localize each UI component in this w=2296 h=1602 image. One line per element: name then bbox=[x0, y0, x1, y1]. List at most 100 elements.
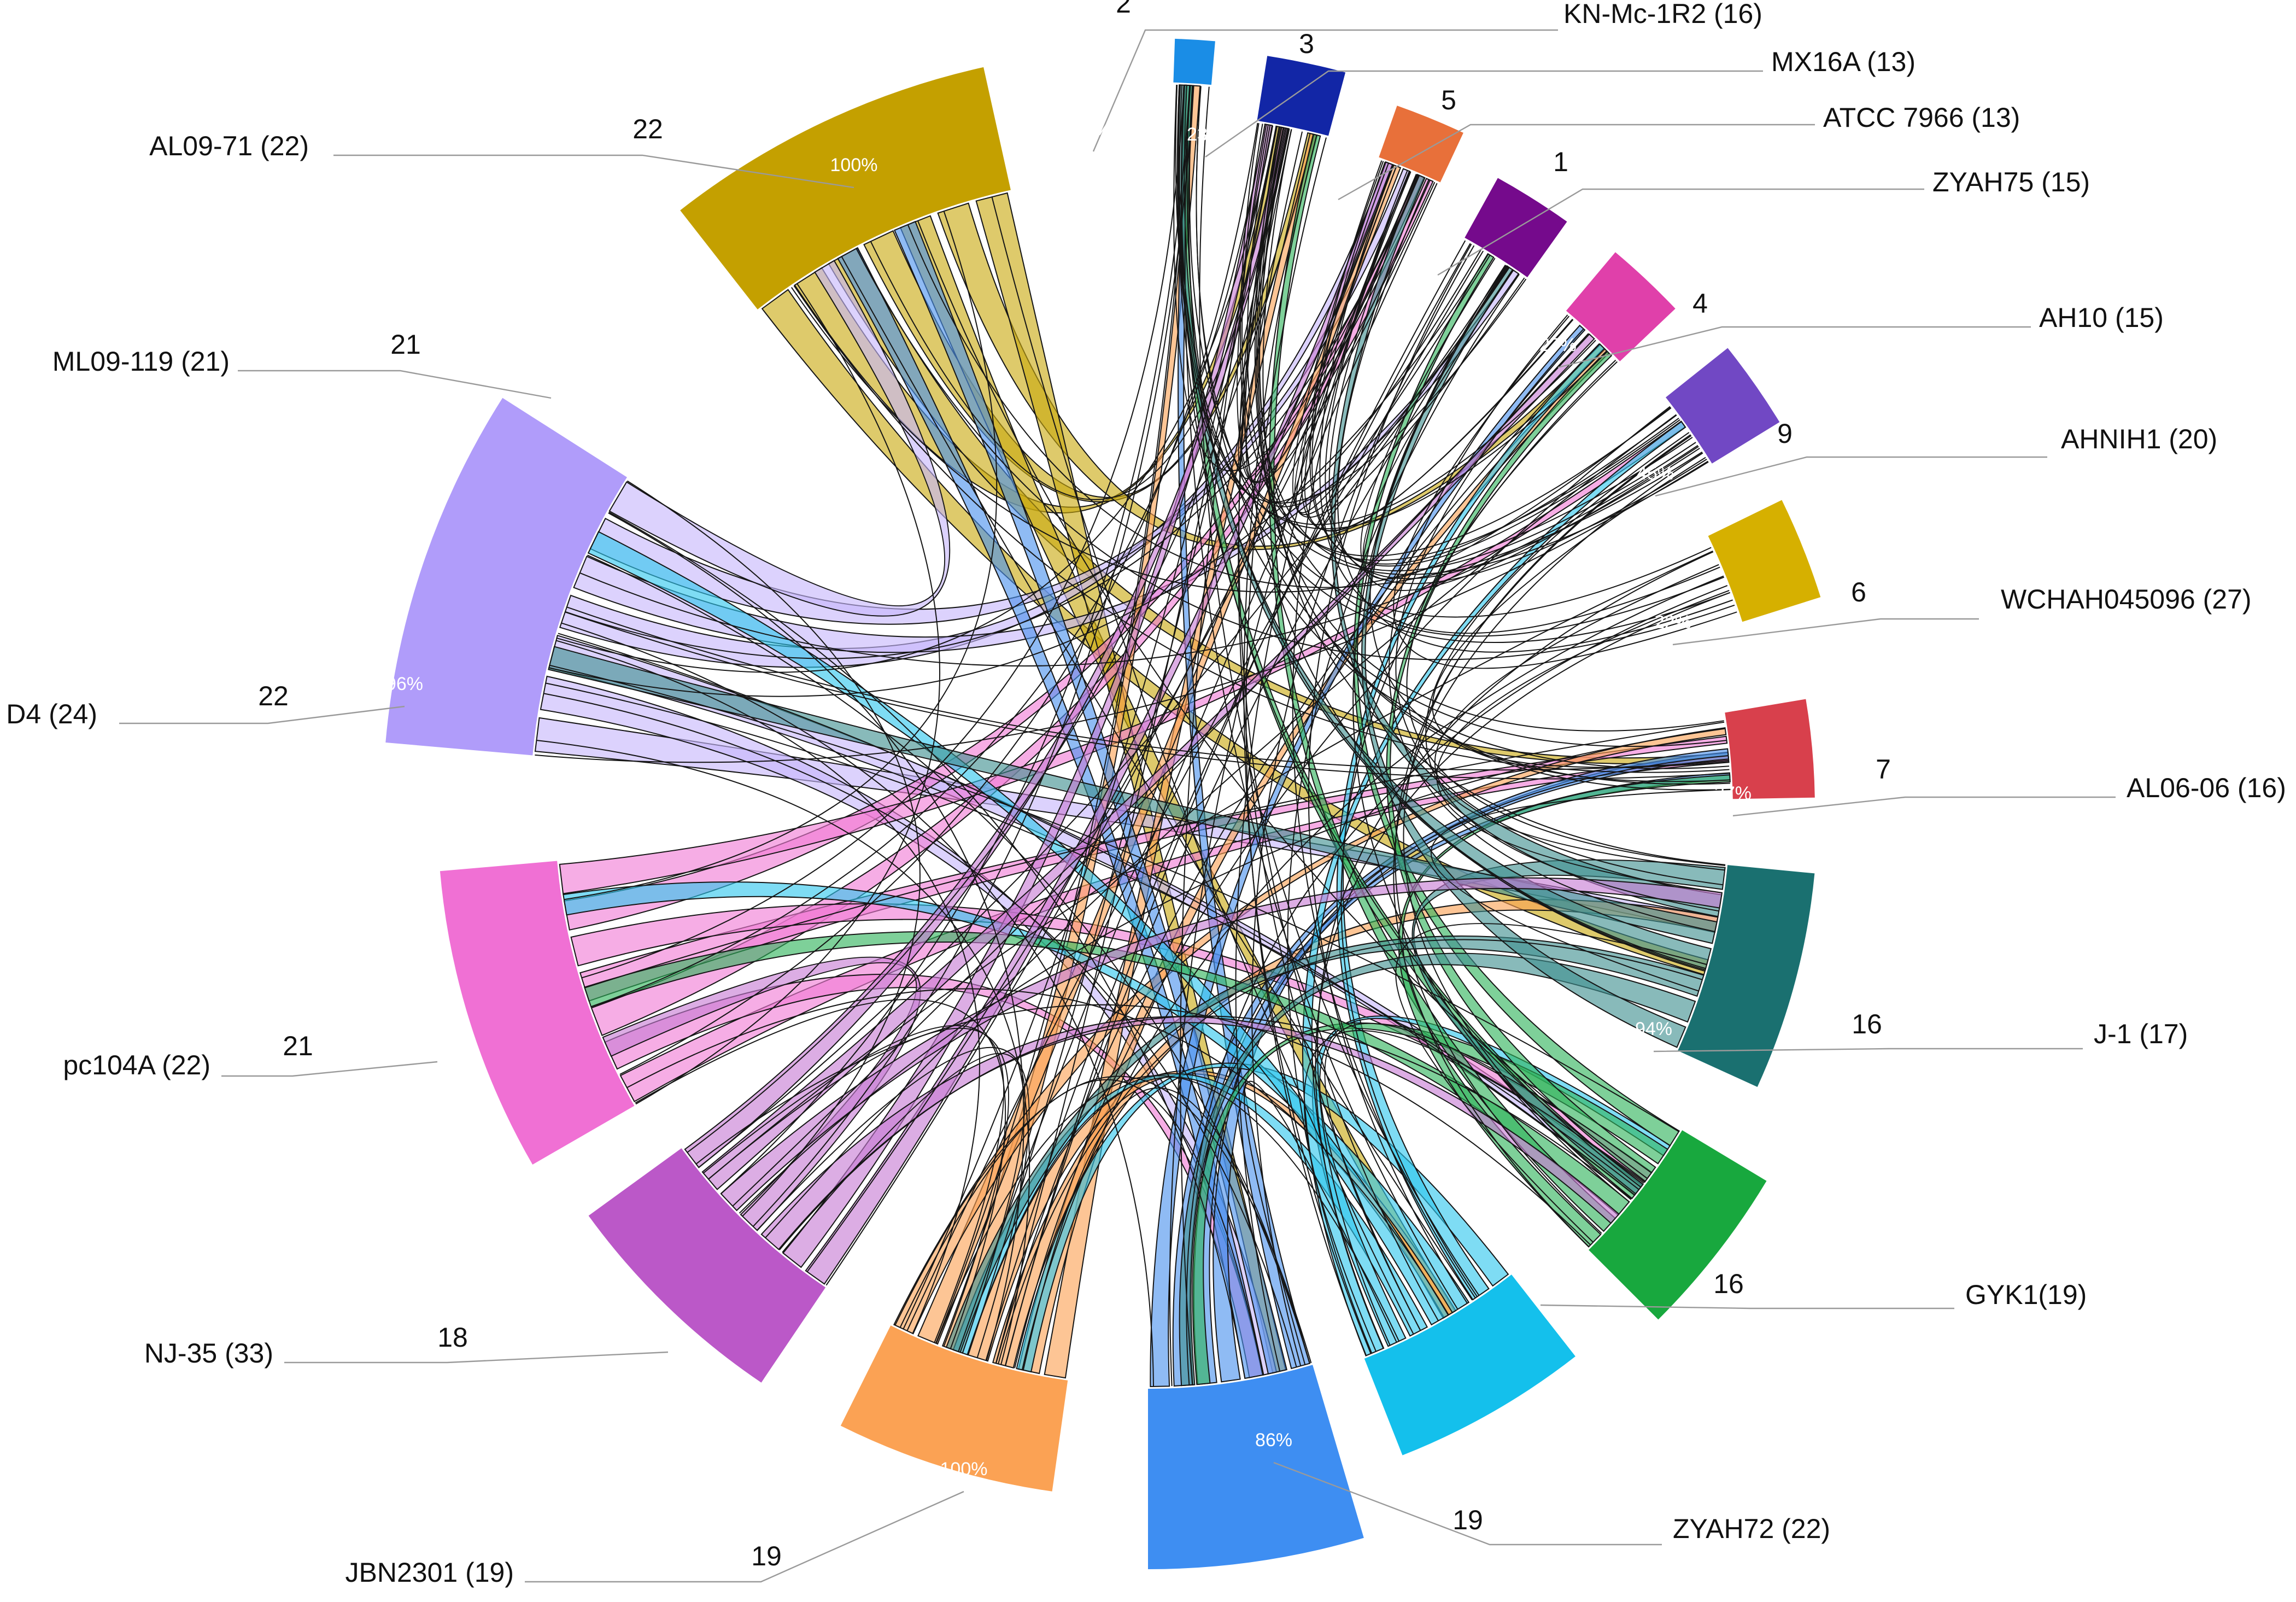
leader-line bbox=[1205, 70, 1763, 157]
thin-link bbox=[1238, 129, 1395, 479]
thin-link bbox=[1340, 359, 1616, 1297]
segment-count: 3 bbox=[1299, 28, 1314, 59]
segment-label: WCHAH045096 (27) bbox=[2001, 584, 2252, 615]
thin-link bbox=[998, 939, 1703, 1364]
segment-percent: 45% bbox=[1637, 463, 1674, 484]
segment-label: ZYAH72 (22) bbox=[1673, 1513, 1830, 1544]
thin-link bbox=[619, 122, 1258, 1075]
thin-link bbox=[555, 640, 980, 1334]
thin-link bbox=[1180, 85, 1608, 529]
segment-al0971 bbox=[680, 67, 1011, 309]
thin-link bbox=[1186, 85, 1706, 969]
thin-link bbox=[793, 285, 1730, 773]
thin-link bbox=[1240, 123, 1706, 972]
leader-line bbox=[525, 1490, 964, 1583]
thin-link bbox=[1395, 923, 1707, 1243]
leader-line bbox=[119, 705, 405, 724]
thin-link bbox=[903, 126, 1277, 1330]
thin-link bbox=[698, 266, 1509, 1168]
thin-link bbox=[1389, 314, 1715, 932]
leader-line bbox=[284, 1351, 669, 1364]
thin-link bbox=[1319, 165, 1720, 634]
outer-segments bbox=[385, 38, 1821, 1569]
segment-percent: 7% bbox=[1424, 242, 1451, 263]
segment-label: GYK1(19) bbox=[1965, 1279, 2087, 1310]
leader-line bbox=[1540, 1304, 1954, 1309]
leader-line bbox=[1092, 29, 1558, 152]
segment-percent: 95% bbox=[419, 1029, 456, 1050]
thin-link bbox=[565, 175, 1420, 659]
leader-line bbox=[1732, 796, 2116, 817]
segment-label: NJ-35 (33) bbox=[144, 1338, 273, 1369]
thin-link bbox=[1431, 789, 1731, 992]
segment-count: 4 bbox=[1692, 288, 1708, 319]
segment-pc104a bbox=[588, 1148, 826, 1383]
segment-count: 18 bbox=[437, 1322, 468, 1353]
thin-link bbox=[1244, 1080, 1397, 1365]
thin-link bbox=[1022, 1087, 1310, 1371]
segment-label: JBN2301 (19) bbox=[345, 1557, 514, 1588]
thin-link bbox=[1393, 315, 1737, 669]
segment-percent: 100% bbox=[528, 365, 575, 386]
thin-link bbox=[935, 85, 1191, 1344]
thin-link bbox=[806, 179, 1431, 1272]
thin-link bbox=[535, 460, 1708, 763]
leader-line bbox=[238, 370, 552, 399]
thin-link bbox=[1258, 128, 1696, 571]
segment-count: 21 bbox=[283, 1031, 313, 1061]
segment-percent: 100% bbox=[830, 155, 878, 176]
thin-link bbox=[791, 287, 1693, 593]
segment-al0606 bbox=[1725, 699, 1815, 799]
segment-percent: 86% bbox=[1255, 1430, 1292, 1451]
segment-count: 22 bbox=[632, 114, 663, 144]
chord-link bbox=[587, 531, 1449, 1326]
thin-link bbox=[581, 85, 1185, 979]
chord-link bbox=[1172, 748, 1729, 1387]
thin-link bbox=[1021, 575, 1724, 1370]
thin-link bbox=[1315, 592, 1731, 1349]
thin-link bbox=[958, 183, 1438, 1352]
thin-link bbox=[1292, 161, 1525, 518]
thin-link bbox=[739, 728, 1725, 1214]
thin-link bbox=[1317, 551, 1714, 1346]
segment-count: 2 bbox=[1116, 0, 1131, 19]
segment-label: AL09-71 (22) bbox=[149, 131, 309, 161]
thin-link bbox=[1296, 171, 1491, 513]
segment-percent: 94% bbox=[1635, 1019, 1672, 1039]
thin-link bbox=[564, 211, 998, 901]
thin-link bbox=[579, 445, 1698, 666]
thin-link bbox=[995, 126, 1278, 1364]
thin-link bbox=[1179, 85, 1596, 525]
chord-link bbox=[608, 260, 951, 617]
segment-d4 bbox=[440, 861, 635, 1165]
thin-link bbox=[935, 1075, 1400, 1344]
thin-link bbox=[899, 1079, 1264, 1376]
segment-percent: 96% bbox=[386, 674, 423, 694]
thin-link bbox=[1245, 137, 1367, 1356]
thin-link bbox=[1262, 129, 1726, 866]
segment-label: D4 (24) bbox=[6, 699, 97, 729]
thin-link bbox=[1337, 179, 1733, 653]
segment-percent: 23% bbox=[1187, 124, 1224, 145]
segment-label: MX16A (13) bbox=[1771, 46, 1916, 77]
thin-link bbox=[590, 124, 1266, 1008]
segment-kn bbox=[1173, 38, 1215, 85]
segment-count: 9 bbox=[1777, 418, 1793, 449]
chord-link bbox=[945, 936, 1705, 1353]
segment-percent: 38% bbox=[1320, 167, 1357, 188]
thin-link bbox=[1395, 435, 1692, 1234]
segment-jbn bbox=[1148, 1365, 1364, 1569]
segment-count: 16 bbox=[1852, 1009, 1882, 1039]
chord-link bbox=[1150, 324, 1586, 1388]
thin-link bbox=[1175, 85, 1730, 769]
thin-link bbox=[1005, 240, 1466, 1366]
leader-line bbox=[221, 1061, 438, 1077]
thin-link bbox=[1303, 1030, 1644, 1352]
segment-count: 19 bbox=[1452, 1505, 1483, 1535]
thin-link bbox=[752, 85, 1194, 1227]
segment-label: ML09-119 (21) bbox=[52, 346, 230, 377]
segment-ah10 bbox=[1566, 252, 1676, 361]
thin-link bbox=[1199, 86, 1480, 1296]
chord-link bbox=[684, 126, 1290, 1168]
thin-link bbox=[1244, 127, 1481, 502]
